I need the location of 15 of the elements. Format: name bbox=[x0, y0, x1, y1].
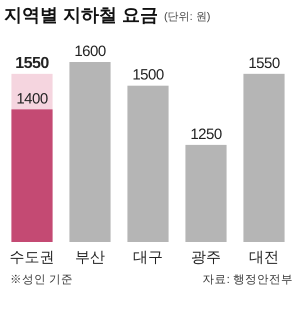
data-label: 1550 bbox=[248, 54, 280, 72]
chart-title: 지역별 지하철 요금 bbox=[4, 5, 158, 25]
x-tick-label: 부산 bbox=[75, 249, 105, 266]
data-label: 1400 bbox=[16, 90, 48, 108]
text: ※성인 기준 bbox=[10, 274, 74, 286]
chart-subtitle: (단위: 원) bbox=[164, 11, 210, 23]
x-tick-label: 수도권 bbox=[10, 249, 54, 266]
data-label: 1250 bbox=[190, 126, 222, 143]
data-label: 1500 bbox=[132, 66, 164, 84]
x-tick-label: 대전 bbox=[249, 249, 279, 266]
data-label: 1600 bbox=[74, 43, 106, 60]
text: 자료: 행정안전부 bbox=[202, 274, 293, 286]
x-tick-label: 광주 bbox=[191, 249, 221, 266]
data-label: 1550 bbox=[15, 54, 50, 72]
x-tick-label: 대구 bbox=[133, 249, 163, 266]
